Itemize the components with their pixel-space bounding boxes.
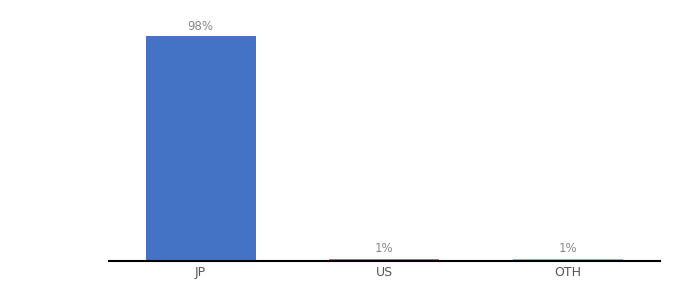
Text: 98%: 98%: [188, 20, 214, 33]
Bar: [146, 37, 256, 261]
Text: 1%: 1%: [375, 242, 394, 255]
Text: 1%: 1%: [558, 242, 577, 255]
Bar: [513, 259, 623, 261]
Bar: [329, 259, 439, 261]
